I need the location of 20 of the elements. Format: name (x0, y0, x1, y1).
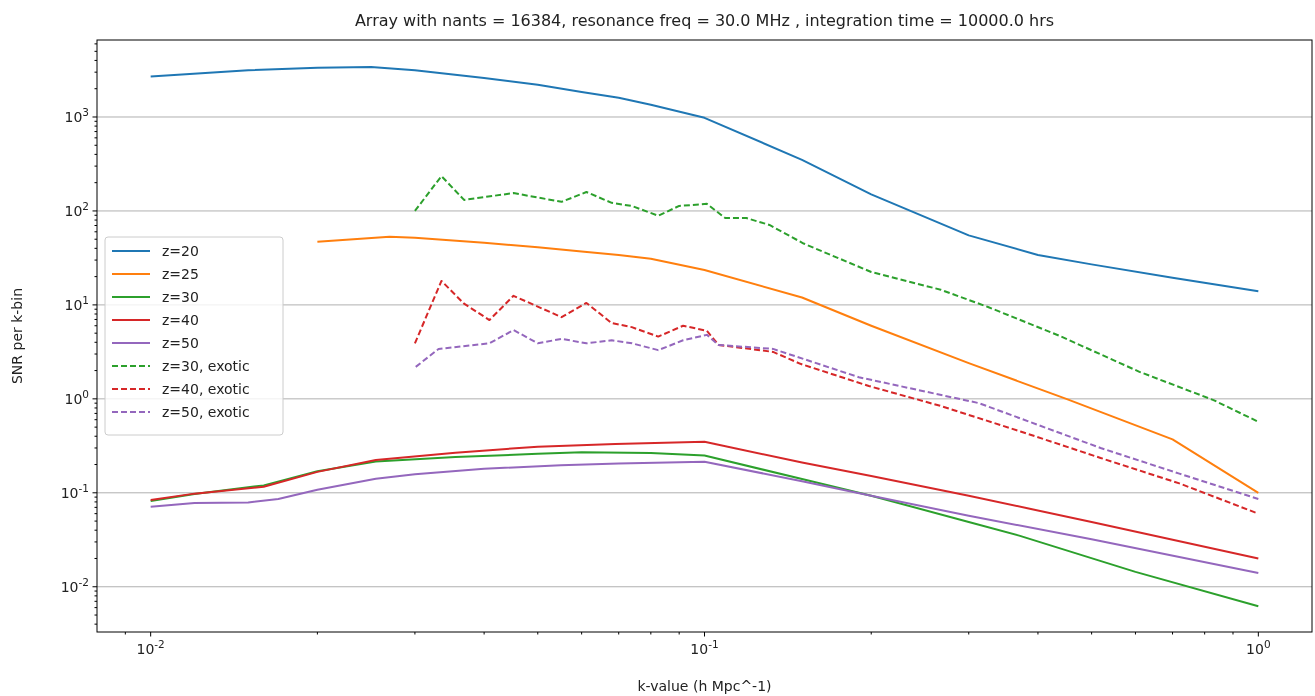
y-tick-label: 10$^{1}$ (64, 293, 89, 313)
x-tick-label: 10$^{0}$ (1246, 638, 1271, 657)
legend-label: z=20 (162, 243, 199, 259)
legend-label: z=40, exotic (162, 381, 250, 397)
legend-label: z=50 (162, 335, 199, 351)
y-tick-label: 10$^{3}$ (64, 106, 89, 125)
legend-label: z=40 (162, 312, 199, 328)
x-axis-title: k-value (h Mpc^-1) (637, 678, 772, 694)
legend-label: z=30, exotic (162, 358, 250, 374)
y-tick-label: 10$^{-1}$ (60, 481, 89, 501)
legend-label: z=50, exotic (162, 404, 250, 420)
x-tick-label: 10$^{-1}$ (690, 638, 719, 657)
legend-label: z=25 (162, 266, 199, 282)
y-axis-title: SNR per k-bin (9, 287, 25, 385)
y-tick-label: 10$^{0}$ (64, 387, 89, 407)
y-tick-label: 10$^{-2}$ (60, 575, 89, 595)
y-tick-label: 10$^{2}$ (64, 199, 89, 219)
legend-label: z=30 (162, 289, 199, 305)
x-tick-label: 10$^{-2}$ (136, 638, 165, 657)
chart-title: Array with nants = 16384, resonance freq = 30.0 MHz , integration time = 10000.0 hrs (354, 11, 1055, 30)
